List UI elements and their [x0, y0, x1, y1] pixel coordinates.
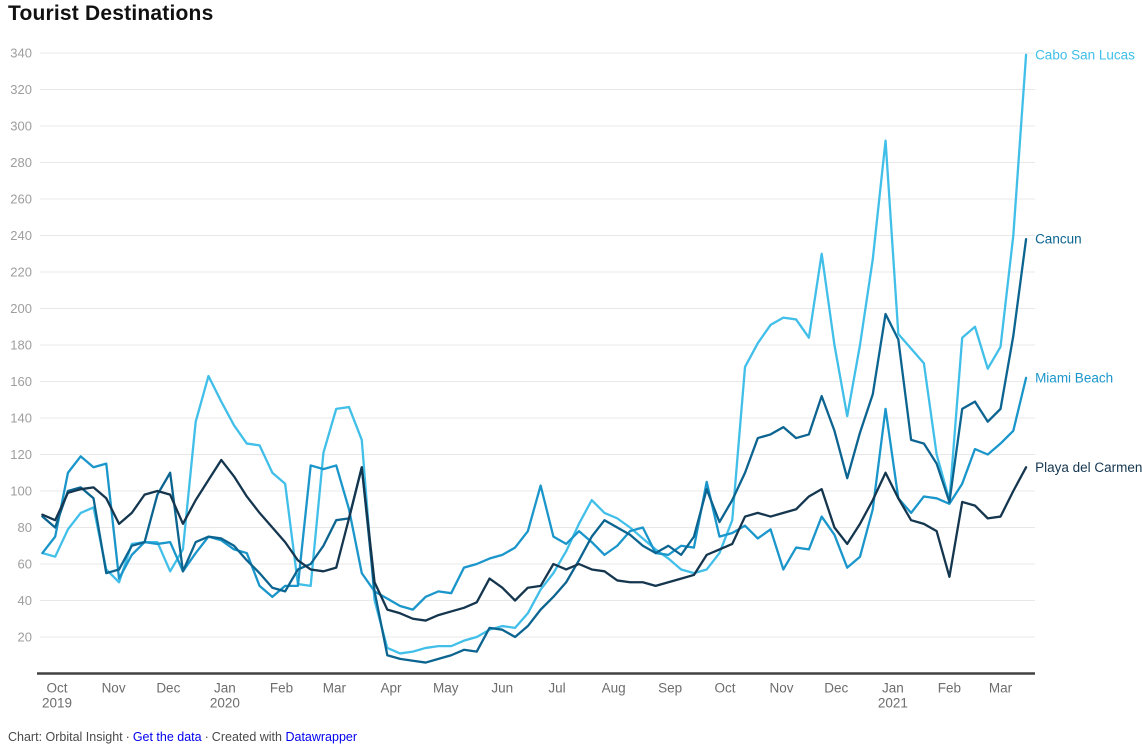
x-axis-month-label: Mar [989, 681, 1013, 696]
y-axis-tick-label: 40 [18, 593, 32, 608]
y-axis-tick-label: 280 [10, 155, 32, 170]
x-axis-month-label: Dec [824, 681, 848, 696]
created-with-label: Created with [211, 730, 282, 744]
y-axis-tick-label: 140 [10, 411, 32, 426]
datawrapper-link[interactable]: Datawrapper [285, 730, 358, 744]
y-axis-tick-label: 180 [10, 338, 32, 353]
chart-footer: Chart: Orbital Insight · Get the data · Crea… [8, 730, 357, 744]
y-axis-tick-label: 260 [10, 192, 32, 207]
x-axis-month-label: Feb [270, 681, 293, 696]
series-line-miami-beach [41, 376, 1028, 611]
get-the-data-link[interactable]: Get the data [132, 730, 202, 744]
x-axis-month-label: Sep [658, 681, 682, 696]
x-axis-month-label: Dec [156, 681, 180, 696]
series-end-label-cancun: Cancun [1035, 232, 1082, 247]
page-title: Tourist Destinations [8, 2, 214, 25]
y-axis-tick-label: 240 [10, 228, 32, 243]
x-axis-month-label: Apr [380, 681, 402, 696]
y-axis-tick-label: 100 [10, 484, 32, 499]
y-axis-tick-label: 160 [10, 374, 32, 389]
x-axis-month-label: Oct [714, 681, 735, 696]
x-axis-month-label: Aug [602, 681, 626, 696]
x-axis-year-label: 2020 [210, 696, 240, 711]
source-label: Chart: Orbital Insight [8, 730, 123, 744]
x-axis-month-label: Jan [882, 681, 904, 696]
series-line-cabo-san-lucas [41, 53, 1028, 655]
series-end-label-cabo-san-lucas: Cabo San Lucas [1035, 47, 1135, 62]
y-axis-tick-label: 300 [10, 119, 32, 134]
chart-svg: 20 40 60 80 100 120 140 160 180 200 220 240 260 280 30… [10, 46, 1142, 711]
line-chart: 20 40 60 80 100 120 140 160 180 200 220 240 260 280 30… [10, 46, 1142, 711]
y-axis-tick-label: 220 [10, 265, 32, 280]
separator: · [125, 730, 130, 744]
y-axis-tick-label: 80 [18, 520, 32, 535]
x-axis-month-label: Feb [938, 681, 961, 696]
x-axis-month-label: Jul [548, 681, 565, 696]
y-axis-tick-label: 20 [18, 630, 32, 645]
x-axis-month-label: Jun [491, 681, 513, 696]
y-axis-tick-label: 340 [10, 46, 32, 61]
x-axis-month-label: Mar [323, 681, 347, 696]
y-axis-tick-label: 200 [10, 301, 32, 316]
y-axis-tick-label: 120 [10, 447, 32, 462]
x-axis-month-label: Nov [102, 681, 126, 696]
y-axis-tick-label: 320 [10, 82, 32, 97]
x-axis-month-label: Nov [770, 681, 794, 696]
x-axis-year-label: 2019 [42, 696, 72, 711]
y-axis-tick-label: 60 [18, 557, 32, 572]
x-axis-month-label: May [433, 681, 459, 696]
series-line-playa-del-carmen [41, 458, 1028, 622]
series-end-label-miami-beach: Miami Beach [1035, 370, 1113, 385]
x-axis-year-label: 2021 [878, 696, 908, 711]
x-axis-month-label: Jan [214, 681, 236, 696]
x-axis-month-label: Oct [46, 681, 67, 696]
series-line-cancun [41, 237, 1028, 664]
separator: · [204, 730, 209, 744]
series-end-label-playa-del-carmen: Playa del Carmen [1035, 460, 1142, 475]
